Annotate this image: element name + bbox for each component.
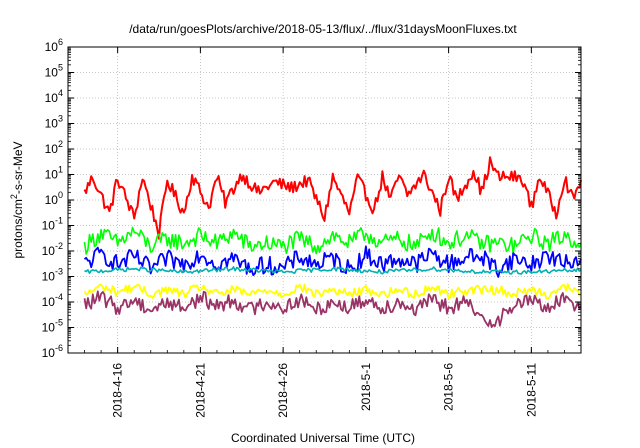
- y-tick-label: 10-6: [42, 343, 63, 360]
- y-tick-label: 10-4: [42, 292, 63, 309]
- series-line-2: [83, 226, 582, 256]
- y-tick-label: 106: [45, 37, 63, 54]
- y-tick-label: 10-5: [42, 318, 63, 335]
- series-line-6: [83, 290, 582, 328]
- y-tick-label: 105: [45, 63, 63, 80]
- x-tick-label: 2018-4-26: [276, 363, 290, 418]
- y-tick-label: 102: [45, 139, 63, 156]
- series-line-5: [83, 283, 582, 300]
- series-line-3: [83, 245, 582, 278]
- y-tick-label: 10-2: [42, 241, 63, 258]
- y-tick-label: 101: [45, 165, 63, 182]
- y-tick-label: 10-3: [42, 267, 63, 284]
- x-tick-label: 2018-5-6: [442, 363, 456, 411]
- x-tick-label: 2018-5-11: [524, 363, 538, 417]
- data-series: [83, 156, 582, 328]
- x-tick-label: 2018-4-16: [111, 363, 125, 418]
- plot-frame: [67, 46, 582, 354]
- y-tick-label: 10-1: [42, 216, 63, 233]
- y-tick-label: 104: [45, 88, 63, 105]
- x-axis-label: Coordinated Universal Time (UTC): [231, 431, 415, 445]
- x-tick-label: 2018-5-1: [359, 363, 373, 411]
- x-tick-label: 2018-4-21: [193, 363, 207, 418]
- y-axis: 10-6 10-5 10-4 10-3 10-2 10-1 100 101 102 103 104 1…: [42, 37, 581, 360]
- x-axis: 2018-4-16 2018-4-21 2018-4-26 2018-5-1 2018-…: [84, 47, 565, 418]
- chart-title: /data/run/goesPlots/archive/2018-05-13/f…: [129, 22, 517, 36]
- grid-lines: [68, 47, 581, 353]
- series-line-1: [83, 156, 582, 240]
- y-tick-label: 100: [45, 190, 63, 207]
- series-line-4: [84, 266, 582, 275]
- y-axis-label: protons/cm2-s-sr-MeV: [9, 141, 25, 258]
- y-tick-label: 103: [45, 114, 63, 131]
